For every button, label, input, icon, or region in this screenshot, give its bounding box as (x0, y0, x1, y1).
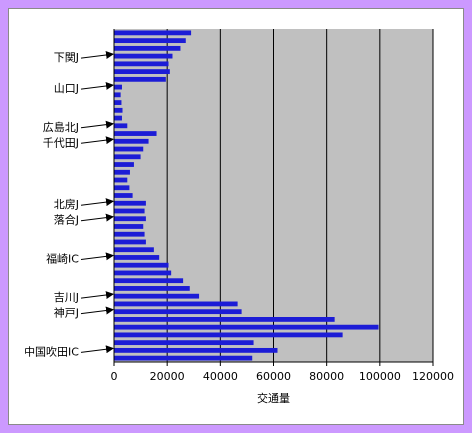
bar (114, 185, 130, 191)
annotation: 福崎IC (46, 251, 114, 265)
x-tick-label: 80000 (309, 370, 344, 383)
bar (114, 76, 166, 82)
bar (114, 69, 170, 74)
bar (114, 154, 141, 160)
annotation-label: 福崎IC (46, 251, 79, 265)
bar (114, 309, 242, 315)
x-tick-label: 120000 (412, 370, 454, 383)
bar (114, 177, 128, 183)
annotation: 千代田J (43, 136, 114, 149)
x-axis-label: 交通量 (257, 391, 290, 405)
bar (114, 138, 149, 144)
bar (114, 123, 128, 129)
annotation: 神戸J (54, 306, 114, 320)
annotation: 中国吹田IC (24, 345, 114, 358)
annotation-arrow (80, 213, 114, 222)
bar (114, 45, 181, 51)
bar (114, 317, 335, 322)
bar (114, 107, 123, 113)
bar (114, 208, 145, 214)
bar (114, 84, 122, 90)
bar (114, 162, 134, 167)
bar (114, 92, 121, 98)
bar (114, 301, 238, 307)
axes (113, 29, 434, 366)
annotation: 北房J (54, 198, 114, 211)
annotation-label: 北房J (54, 198, 79, 211)
x-tick-label: 100000 (359, 370, 401, 383)
annotation: 落合J (54, 213, 114, 227)
bars (114, 30, 379, 361)
annotation-label: 下関J (54, 51, 79, 64)
bar (114, 340, 254, 346)
bar (114, 115, 122, 121)
bar (114, 131, 157, 136)
bar (114, 146, 144, 152)
annotation-arrow (80, 252, 114, 261)
annotation-label: 落合J (54, 213, 79, 227)
bar (114, 224, 144, 229)
annotation-label: 神戸J (54, 306, 79, 320)
bar (114, 332, 343, 338)
bar (114, 193, 133, 198)
annotation-label: 中国吹田IC (24, 345, 79, 358)
annotation-arrow (80, 291, 114, 300)
annotation-arrow (80, 51, 114, 59)
annotations: 下関J 山口J 広島北J 千代田J 北房J 落合J 福崎IC 吉川J 神戸J 中国吹田IC (24, 51, 114, 358)
gridlines (166, 29, 434, 362)
bar (114, 255, 160, 260)
bar (114, 293, 200, 299)
annotation-arrow (80, 120, 114, 129)
annotation-label: 吉川J (54, 291, 79, 304)
bar (114, 231, 145, 237)
x-tick-label: 40000 (203, 370, 238, 383)
annotation: 下関J (54, 51, 114, 64)
chart-panel: 0 20000 40000 60000 80000 100000 120000 下関J 山口J… (8, 8, 464, 425)
bar (114, 200, 146, 206)
bar (114, 38, 186, 44)
x-tick-label: 20000 (150, 370, 185, 383)
bar (114, 262, 169, 268)
annotation-label: 広島北J (43, 120, 79, 134)
annotation-arrow (80, 81, 114, 90)
bar (114, 247, 154, 253)
bar (114, 347, 278, 353)
bar (114, 270, 172, 276)
bar (114, 216, 146, 222)
x-tick-label: 0 (111, 370, 118, 383)
x-tick-labels: 0 20000 40000 60000 80000 100000 120000 (111, 370, 455, 383)
bar (114, 286, 190, 291)
annotation-arrow (80, 136, 114, 145)
x-tick-label: 60000 (256, 370, 291, 383)
traffic-bar-chart: 0 20000 40000 60000 80000 100000 120000 下関J 山口J… (24, 29, 455, 405)
annotation-label: 千代田J (43, 136, 79, 149)
annotation-label: 山口J (54, 82, 79, 95)
bar (114, 324, 379, 330)
bar (114, 30, 192, 36)
bar (114, 239, 146, 245)
bar (114, 53, 173, 59)
bar (114, 278, 184, 284)
annotation: 山口J (54, 81, 114, 95)
bar (114, 100, 122, 105)
bar (114, 169, 130, 175)
annotation-arrow (80, 345, 114, 354)
bar (114, 355, 253, 361)
annotation: 広島北J (43, 120, 114, 134)
annotation-arrow (80, 306, 114, 315)
annotation: 吉川J (54, 291, 114, 304)
annotation-arrow (80, 198, 114, 207)
bar (114, 61, 169, 67)
